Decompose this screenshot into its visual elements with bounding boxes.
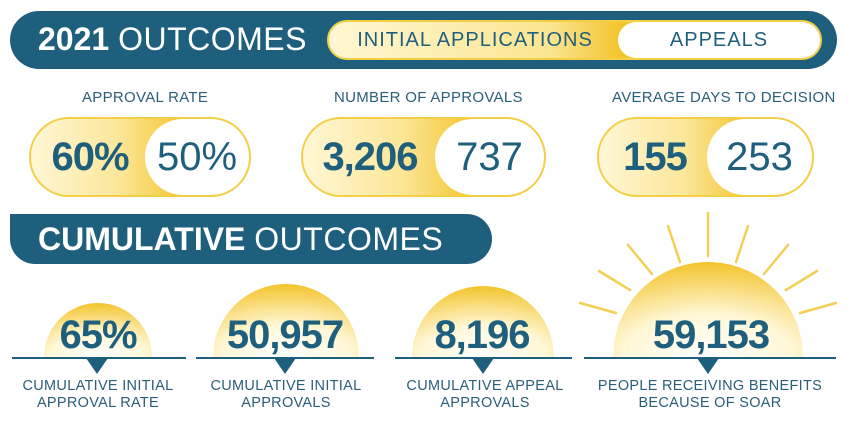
people-receiving-benefits-value: 59,153 <box>652 313 770 357</box>
sun-rays-icon <box>578 211 838 315</box>
pointer-icon-1 <box>86 358 108 374</box>
label-line: APPROVALS <box>241 395 331 411</box>
cumulative-appeal-approvals-label: CUMULATIVE APPEAL APPROVALS <box>395 378 575 412</box>
title-year: 2021 <box>38 21 110 57</box>
legend-initial-applications: INITIAL APPLICATIONS <box>357 28 593 51</box>
label-line: APPROVALS <box>440 395 530 411</box>
cumulative-appeal-approvals-value: 8,196 <box>434 313 530 357</box>
approval-rate-initial-value: 60% <box>51 134 129 179</box>
cumulative-initial-approval-rate-label: CUMULATIVE INITIAL APPROVAL RATE <box>13 378 183 412</box>
title-cumulative: CUMULATIVE <box>38 221 246 257</box>
cumulative-initial-approvals-value: 50,957 <box>226 313 344 357</box>
cumulative-initial-approvals-label: CUMULATIVE INITIAL APPROVALS <box>196 378 376 412</box>
label-line: CUMULATIVE INITIAL <box>210 378 362 394</box>
legend-appeals: APPEALS <box>618 22 820 58</box>
label-line: CUMULATIVE APPEAL <box>406 378 564 394</box>
approval-rate-appeals-value: 50% <box>145 119 249 195</box>
cumulative-outcomes-banner <box>10 214 492 264</box>
legend-toggle: INITIAL APPLICATIONS APPEALS <box>327 20 822 60</box>
title-cumulative-outcomes: OUTCOMES <box>254 221 444 257</box>
label-line: PEOPLE RECEIVING BENEFITS <box>597 378 823 394</box>
label-line: CUMULATIVE INITIAL <box>22 378 174 394</box>
label-line: BECAUSE OF SOAR <box>638 395 782 411</box>
people-receiving-benefits-label: PEOPLE RECEIVING BENEFITS BECAUSE OF SOA… <box>587 378 833 412</box>
label-line: APPROVAL RATE <box>36 395 160 411</box>
number-of-approvals-pill: 3,206 737 <box>301 117 546 197</box>
approval-rate-label: APPROVAL RATE <box>82 89 209 106</box>
pointer-icon-2 <box>274 358 296 374</box>
cumulative-initial-approval-rate-value: 65% <box>59 313 137 357</box>
number-of-approvals-label: NUMBER OF APPROVALS <box>334 89 523 106</box>
average-days-label: AVERAGE DAYS TO DECISION <box>612 89 836 106</box>
outcomes-2021-title: 2021 OUTCOMES <box>38 23 307 55</box>
cumulative-outcomes-title: CUMULATIVE OUTCOMES <box>38 223 443 255</box>
title-outcomes: OUTCOMES <box>118 21 307 57</box>
average-days-initial-value: 155 <box>623 134 688 179</box>
number-of-approvals-initial-value: 3,206 <box>322 134 418 179</box>
average-days-appeals-value: 253 <box>707 119 812 195</box>
average-days-pill: 155 253 <box>597 117 814 197</box>
number-of-approvals-appeals-value: 737 <box>435 119 544 195</box>
pointer-icon-3 <box>472 358 494 374</box>
pointer-icon-4 <box>697 358 719 374</box>
approval-rate-pill: 60% 50% <box>29 117 251 197</box>
